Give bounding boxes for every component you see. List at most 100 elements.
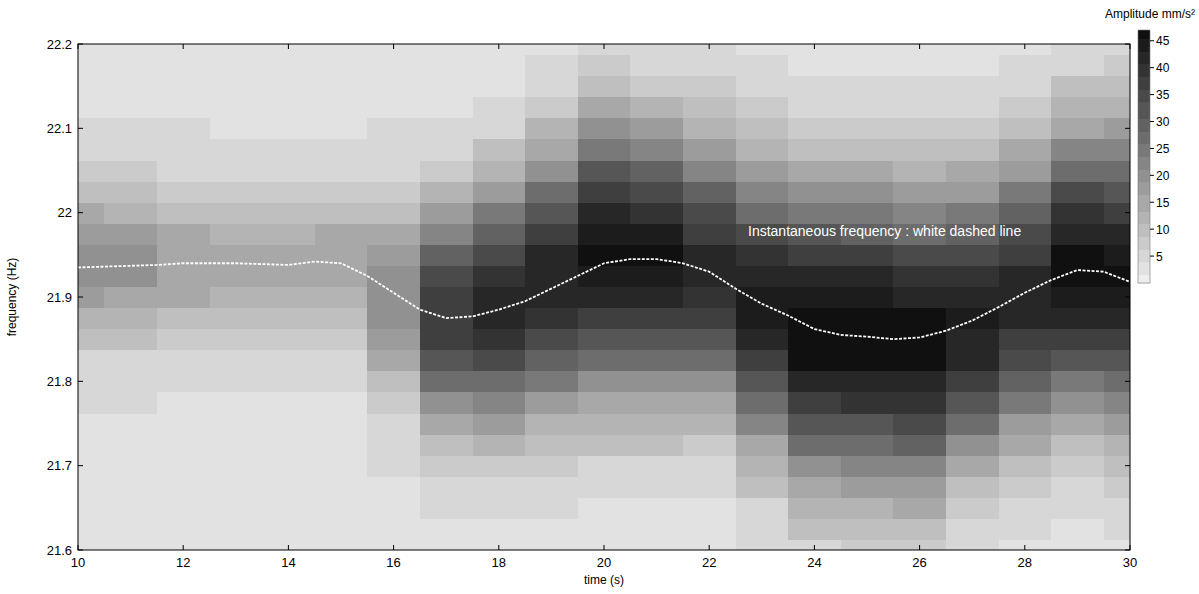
heatmap-cell [262, 308, 315, 330]
heatmap-cell [262, 539, 315, 550]
colorbar-band [1138, 38, 1150, 43]
x-tick [498, 44, 499, 49]
axes: 101214161820222426283021.621.721.821.922… [47, 37, 1138, 571]
colorbar-band [1138, 102, 1150, 107]
heatmap-cell [893, 244, 946, 266]
heatmap-cell [78, 118, 105, 140]
heatmap-cell [893, 118, 946, 140]
heatmap-cell [841, 371, 894, 393]
heatmap-cell [841, 476, 894, 498]
heatmap-cell [946, 392, 999, 414]
heatmap-cell [473, 308, 526, 330]
y-axis-title: frequency (Hz) [5, 258, 19, 337]
heatmap-cell [473, 413, 526, 435]
heatmap-cell [525, 413, 578, 435]
heatmap-cell [1051, 308, 1104, 330]
heatmap-cell [78, 76, 105, 98]
heatmap-cell [1051, 286, 1104, 308]
heatmap-cell [999, 202, 1052, 224]
heatmap-cell [210, 160, 263, 182]
heatmap-cell [315, 265, 368, 287]
heatmap-cell [946, 518, 999, 540]
heatmap-cell [1051, 497, 1104, 519]
heatmap-cell [1051, 518, 1104, 540]
heatmap-cell [893, 76, 946, 98]
heatmap-cell [525, 223, 578, 245]
x-tick-label: 12 [176, 555, 190, 570]
heatmap-cell [262, 518, 315, 540]
heatmap-cells [78, 44, 1130, 550]
heatmap-cell [473, 118, 526, 140]
heatmap-cell [1104, 244, 1130, 266]
heatmap-cell [1104, 223, 1130, 245]
heatmap-cell [788, 181, 841, 203]
heatmap-cell [893, 392, 946, 414]
heatmap-cell [630, 308, 683, 330]
heatmap-cell [683, 97, 736, 119]
heatmap-cell [893, 265, 946, 287]
heatmap-cell [420, 181, 473, 203]
heatmap-cell [736, 139, 789, 161]
y-tick [78, 44, 83, 45]
heatmap-cell [736, 350, 789, 372]
colorbar-band [1138, 72, 1150, 77]
heatmap-cell [578, 371, 631, 393]
heatmap-cell [525, 371, 578, 393]
x-tick [709, 44, 710, 49]
heatmap-cell [367, 181, 420, 203]
heatmap-cell [420, 76, 473, 98]
colorbar-band [1138, 34, 1150, 39]
heatmap-cell [104, 223, 157, 245]
x-tick [1130, 44, 1131, 49]
x-tick [1024, 44, 1025, 49]
heatmap-cell [841, 539, 894, 550]
colorbar-band [1138, 68, 1150, 73]
heatmap-cell [683, 413, 736, 435]
y-tick-label: 21.7 [47, 458, 72, 473]
colorbar-band [1138, 93, 1150, 98]
heatmap-cell [104, 160, 157, 182]
colorbar-tick [1150, 40, 1154, 41]
y-tick [1125, 550, 1130, 551]
heatmap-cell [104, 371, 157, 393]
heatmap-cell [893, 455, 946, 477]
colorbar-band [1138, 127, 1150, 132]
x-tick [183, 44, 184, 49]
heatmap-cell [841, 455, 894, 477]
colorbar-tick-label: 35 [1156, 88, 1170, 102]
x-tick [1024, 545, 1025, 550]
heatmap-cell [525, 350, 578, 372]
heatmap-cell [946, 371, 999, 393]
heatmap-cell [1104, 455, 1130, 477]
heatmap-cell [999, 539, 1052, 550]
heatmap-cell [210, 223, 263, 245]
colorbar-band [1138, 114, 1150, 119]
heatmap-cell [104, 455, 157, 477]
heatmap-cell [946, 76, 999, 98]
heatmap-cell [683, 55, 736, 77]
heatmap-cell [525, 139, 578, 161]
heatmap-cell [262, 202, 315, 224]
colorbar-band [1138, 228, 1150, 233]
heatmap-cell [367, 44, 420, 55]
heatmap-cell [788, 434, 841, 456]
y-tick [78, 465, 83, 466]
colorbar-tick [1150, 202, 1154, 203]
x-tick [1130, 545, 1131, 550]
colorbar-band [1138, 270, 1150, 275]
heatmap-cell [736, 455, 789, 477]
heatmap-cell [1051, 139, 1104, 161]
heatmap-cell [788, 139, 841, 161]
heatmap-cell [367, 371, 420, 393]
colorbar-band [1138, 97, 1150, 102]
heatmap-cell [315, 118, 368, 140]
x-tick-label: 30 [1123, 555, 1137, 570]
heatmap-cell [630, 286, 683, 308]
heatmap-cell [841, 497, 894, 519]
heatmap-cell [78, 308, 105, 330]
colorbar-tick-label: 45 [1156, 34, 1170, 48]
colorbar-band [1138, 152, 1150, 157]
heatmap-cell [473, 476, 526, 498]
heatmap-cell [578, 497, 631, 519]
heatmap-cell [788, 308, 841, 330]
